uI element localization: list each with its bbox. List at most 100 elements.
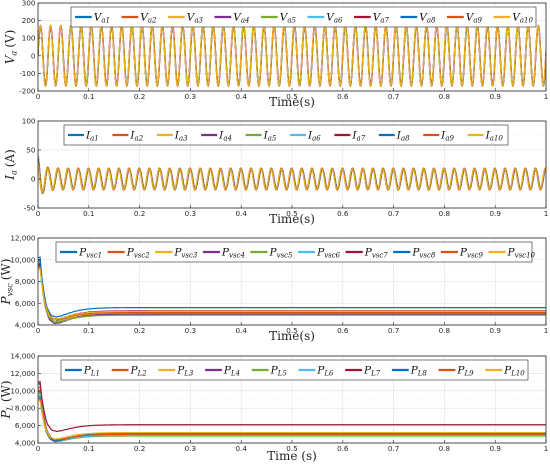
x-tick-label: 0.2: [134, 92, 145, 101]
x-tick-label: 0: [36, 326, 41, 335]
y-tick-label: 10,000: [10, 386, 36, 395]
x-tick-label: 0.8: [439, 444, 451, 453]
y-axis-label-main: P: [0, 410, 13, 420]
x-tick-label: 1: [544, 92, 549, 101]
x-tick-label: 0.1: [83, 444, 94, 453]
x-tick-label: 0.9: [489, 326, 501, 335]
x-tick-label: 1: [544, 326, 549, 335]
legend-entry-i-a8: Ia8: [396, 130, 410, 143]
y-tick-label: 0: [31, 51, 36, 60]
x-tick-label: 0.6: [337, 209, 349, 218]
legend-entry-v-a10: Va10: [512, 12, 533, 25]
y-tick-label: 14,000: [10, 352, 36, 361]
legend-entry-p-vsc8: Pvsc8: [411, 247, 436, 260]
y-tick-label: 10,000: [10, 255, 36, 264]
x-axis-label: Time(s): [269, 212, 315, 226]
chart-panel-current: 0 0.1 0.2 0.3 0.4 0.5 0.6 0.7 0.8 0.9 1100500-50Ti…: [3, 117, 548, 227]
y-axis-label-sub: a: [10, 170, 19, 175]
legend-entry-p-l10: PL10: [503, 365, 525, 378]
series-group: [38, 380, 546, 443]
series-line-p-vsc10: [38, 267, 546, 320]
legend-entry-p-l8: PL8: [410, 365, 428, 378]
series-line-p-l8: [38, 396, 546, 442]
series-line-p-vsc9: [38, 265, 546, 321]
series-line-p-l7: [38, 380, 546, 433]
legend-entry-v-a4: Va4: [233, 12, 249, 25]
legend-entry-i-a4: Ia4: [218, 130, 232, 143]
legend-entry-v-a3: Va3: [187, 12, 204, 25]
x-tick-label: 0.6: [337, 444, 349, 453]
legend-entry-i-a1: Ia1: [85, 130, 99, 143]
x-tick-label: 0.3: [185, 326, 196, 335]
y-axis-label: Pvsc (W): [0, 259, 15, 306]
legend-entry-p-l3: PL3: [176, 365, 194, 378]
x-tick-label: 0.9: [489, 209, 501, 218]
y-axis-label-sub: vsc: [6, 283, 15, 297]
x-tick-label: 0.8: [439, 326, 451, 335]
legend-entry-i-a6: Ia6: [307, 130, 321, 143]
legend-entry-i-a2: Ia2: [129, 130, 143, 143]
y-tick-label: 200: [22, 16, 36, 25]
legend-entry-p-l9: PL9: [456, 365, 474, 378]
x-tick-label: 0.7: [388, 92, 399, 101]
x-tick-label: 0.1: [83, 326, 94, 335]
x-tick-label: 0: [36, 209, 41, 218]
x-tick-label: 0.8: [439, 209, 451, 218]
x-tick-label: 0.1: [83, 209, 94, 218]
y-tick-label: 0: [31, 175, 36, 184]
y-axis-label-main: V: [3, 54, 17, 64]
x-axis-label: Time (s): [267, 449, 317, 463]
legend-entry-p-vsc5: Pvsc5: [269, 247, 294, 260]
legend-box: [63, 124, 509, 146]
legend-entry-v-a8: Va8: [419, 12, 436, 25]
x-tick-label: 0.3: [185, 92, 196, 101]
x-axis-label: Time(s): [269, 95, 315, 109]
legend: PL1 PL2 PL3 PL4 PL5 PL6 PL7 PL8 PL9 PL10: [60, 359, 529, 381]
legend: Pvsc1 Pvsc2 Pvsc3 Pvsc4 Pvsc5 Pvsc6 Pvsc7 Pvsc8…: [55, 241, 536, 263]
x-tick-label: 0.3: [185, 444, 196, 453]
x-tick-label: 0.4: [235, 92, 247, 101]
y-tick-label: 8,000: [15, 277, 36, 286]
series-line-v-a10: [38, 24, 546, 87]
legend-entry-p-l5: PL5: [270, 365, 288, 378]
legend-entry-i-a9: Ia9: [440, 130, 454, 143]
y-tick-label: 4,000: [15, 439, 36, 448]
legend-entry-i-a7: Ia7: [351, 130, 365, 143]
legend-entry-v-a1: Va1: [94, 12, 110, 25]
series-group: [38, 24, 546, 88]
legend-entry-p-vsc6: Pvsc6: [316, 247, 341, 260]
y-axis-label: Ia (A): [3, 149, 19, 181]
legend: Ia1 Ia2 Ia3 Ia4 Ia5 Ia6 Ia7 Ia8 Ia9 Ia10: [63, 124, 509, 146]
x-tick-label: 0.5: [286, 209, 297, 218]
legend-entry-p-l6: PL6: [316, 365, 334, 378]
legend-entry-v-a7: Va7: [373, 12, 390, 25]
y-tick-label: 6,000: [15, 421, 36, 430]
y-tick-label: 6,000: [15, 299, 36, 308]
x-tick-label: 0: [36, 92, 41, 101]
legend-entry-p-l1: PL1: [83, 365, 100, 378]
legend-entry-p-l4: PL4: [223, 365, 240, 378]
y-tick-label: -100: [19, 69, 36, 78]
y-axis-label-sub: a: [10, 51, 19, 56]
y-axis-label-main: I: [3, 175, 17, 181]
chart-panel-pload: 0 0.1 0.2 0.3 0.4 0.5 0.6 0.7 0.8 0.9 1 14,000 12,00…: [0, 352, 548, 464]
y-tick-label: -50: [24, 204, 36, 213]
x-axis-label: Time(s): [269, 329, 315, 343]
series-line-p-l10: [38, 399, 546, 440]
series-line-p-l6: [38, 393, 546, 442]
y-axis-label-unit: (W): [0, 259, 13, 281]
y-tick-label: 300: [22, 0, 36, 8]
legend-entry-p-vsc9: Pvsc9: [459, 247, 484, 260]
y-axis-label-main: P: [0, 295, 13, 305]
series-group: [38, 154, 546, 195]
legend-entry-v-a5: Va5: [280, 12, 297, 25]
legend-box: [70, 6, 537, 28]
y-axis-label-unit: (W): [0, 380, 13, 402]
x-tick-label: 0.2: [134, 326, 145, 335]
series-line-p-l9: [38, 398, 546, 441]
x-tick-label: 0.3: [185, 209, 196, 218]
legend-entry-p-l2: PL2: [130, 365, 148, 378]
legend: Va1 Va2 Va3 Va4 Va5 Va6 Va7 Va8 Va9 Va10: [70, 6, 537, 28]
y-axis-label-unit: (V): [3, 30, 17, 48]
